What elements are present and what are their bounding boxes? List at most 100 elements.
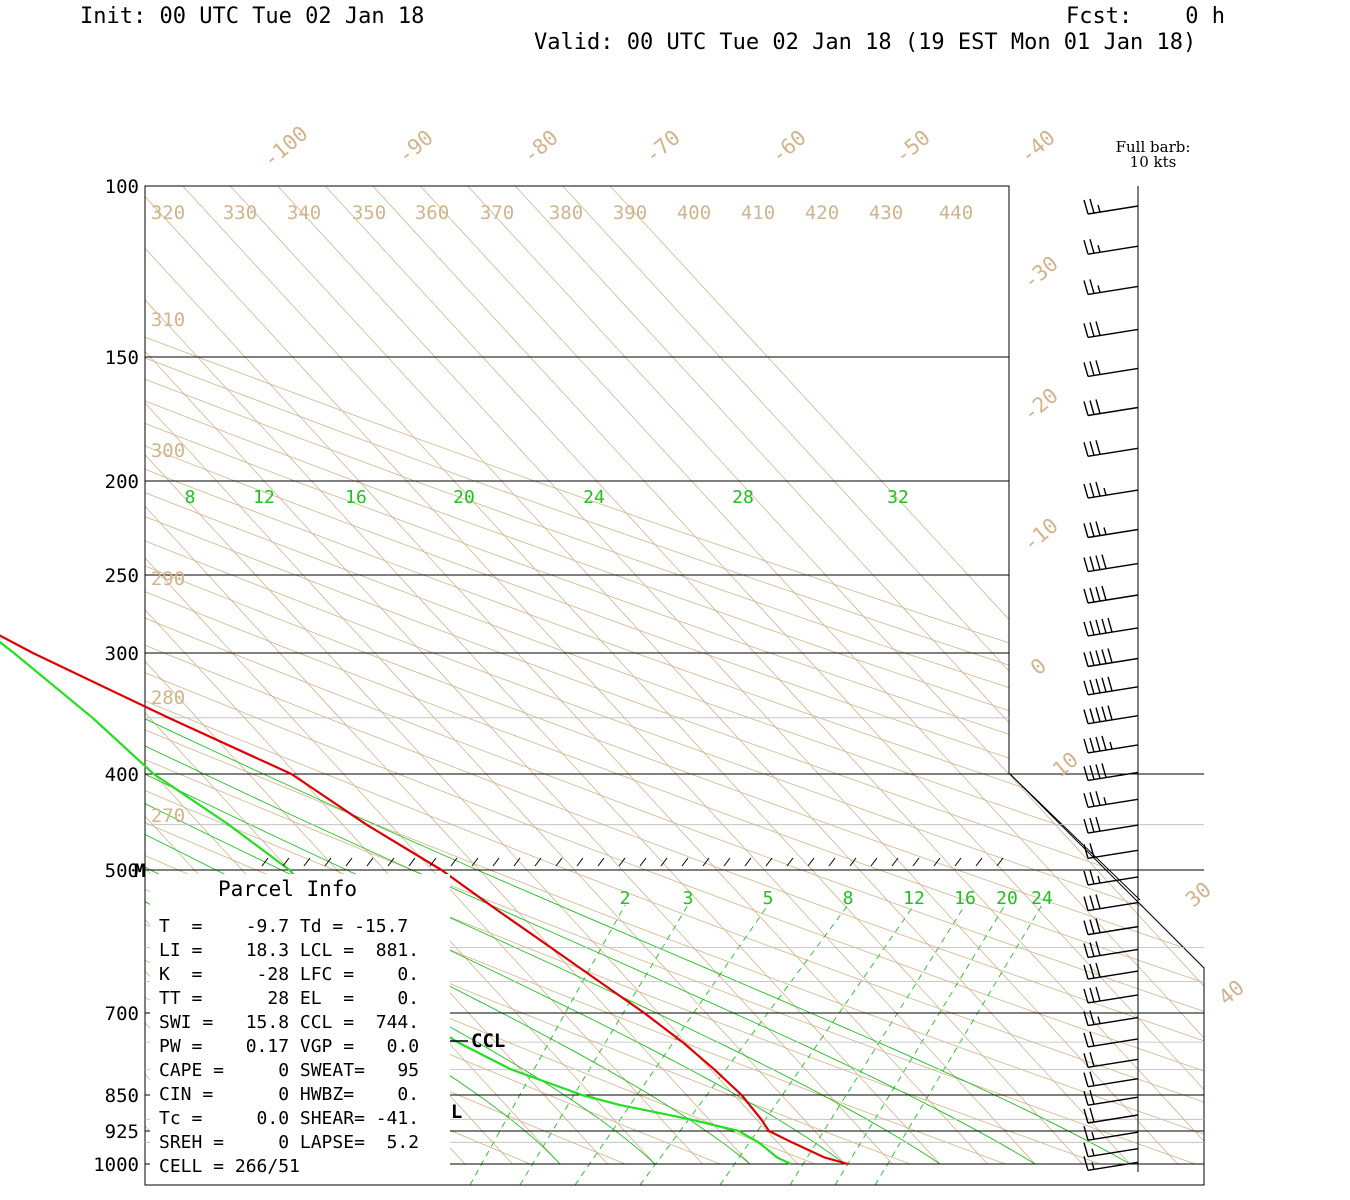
parcel-info-panel: Parcel Info T = -9.7 Td = -15.7 LI = 18.3 … <box>150 874 450 1179</box>
hatch-mark <box>513 857 521 867</box>
hatch-mark <box>807 857 815 867</box>
hatch-mark <box>933 857 941 867</box>
wind-barb <box>1083 986 1139 1004</box>
hatch-mark <box>786 857 794 867</box>
isotherm-label: -30 <box>1018 251 1062 294</box>
isotherm-label: 0 <box>1026 653 1051 680</box>
theta-label: 320 <box>151 202 185 224</box>
wind-barb <box>1083 1142 1139 1158</box>
hatch-mark <box>723 857 731 867</box>
parcel-row: SWI = 15.8 CCL = 744. <box>159 1012 419 1033</box>
theta-label: 300 <box>151 440 185 462</box>
parcel-title: Parcel Info <box>218 877 357 901</box>
wind-barb <box>1083 521 1139 539</box>
dry-adiabat-line <box>145 774 1204 1165</box>
theta-e-label: 28 <box>732 487 754 508</box>
dry-adiabat-line <box>145 774 1204 1165</box>
isotherm-line <box>562 774 1204 1165</box>
isotherm-line <box>372 774 1204 1165</box>
theta-label: 370 <box>480 202 514 224</box>
forecast-hour: Fcst: 0 h <box>1066 4 1225 29</box>
wind-barb <box>1083 1156 1139 1171</box>
wind-barb <box>1083 279 1139 296</box>
ccl-label: CCL <box>471 1030 505 1052</box>
pressure-label-850: 850 <box>105 1085 139 1107</box>
isotherm-label: -40 <box>1015 125 1059 168</box>
moist-adiabat-line <box>145 773 146 774</box>
hatch-mark <box>954 857 962 867</box>
dry-adiabat-line <box>145 774 1204 1165</box>
wind-barb <box>1083 321 1139 339</box>
hatch-mark <box>576 857 584 867</box>
hatch-mark <box>261 857 269 867</box>
wind-barb <box>1083 648 1139 668</box>
hatch-mark <box>975 857 983 867</box>
hatch-mark <box>387 857 395 867</box>
pressure-label-500: 500 <box>105 860 139 882</box>
wind-barb <box>1083 1071 1139 1088</box>
wind-barb <box>1083 763 1139 782</box>
mixing-ratio-label: 20 <box>996 888 1018 909</box>
barb-note: 10 kts <box>1130 153 1177 171</box>
hatch-mark <box>639 857 647 867</box>
mixing-ratio-line <box>834 904 1006 1186</box>
theta-label: 420 <box>805 202 839 224</box>
hatch-mark <box>408 857 416 867</box>
pressure-label-925: 925 <box>105 1121 139 1143</box>
mixing-ratio-label: 12 <box>903 888 925 909</box>
hatch-mark <box>366 857 374 867</box>
dry-adiabat-line <box>145 774 1204 1165</box>
hatch-mark <box>618 857 626 867</box>
hatch-mark <box>765 857 773 867</box>
theta-label: 440 <box>939 202 973 224</box>
theta-label: 430 <box>869 202 903 224</box>
isotherm-line <box>0 186 38 1164</box>
pressure-label-250: 250 <box>105 565 139 587</box>
theta-e-label: 16 <box>345 487 367 508</box>
hatch-mark <box>702 857 710 867</box>
theta-e-label: 24 <box>583 487 605 508</box>
hatch-mark <box>450 857 458 867</box>
parcel-row: PW = 0.17 VGP = 0.0 <box>159 1036 419 1057</box>
wind-barb <box>1083 1125 1139 1141</box>
theta-label: 330 <box>223 202 257 224</box>
hatch-mark <box>324 857 332 867</box>
wind-barb <box>1083 585 1139 604</box>
mixing-ratio-label: 2 <box>620 888 631 909</box>
theta-label: 360 <box>415 202 449 224</box>
isotherm-line <box>0 186 38 1164</box>
pressure-label-1000: 1000 <box>93 1154 139 1176</box>
wind-barb <box>1083 239 1139 255</box>
mixing-ratio-label: 24 <box>1031 888 1053 909</box>
mixing-ratio-line <box>789 904 966 1186</box>
isotherm-label: -70 <box>640 125 684 168</box>
theta-label: 270 <box>151 805 185 827</box>
m-marker: M <box>134 860 145 882</box>
mixing-ratio-label: 8 <box>843 888 854 909</box>
isotherm-label: -100 <box>258 121 312 172</box>
pressure-label-400: 400 <box>105 764 139 786</box>
wind-barb <box>1083 791 1139 809</box>
hatch-mark <box>492 857 500 867</box>
isotherm-line <box>514 186 1009 724</box>
hatch-mark <box>996 857 1004 867</box>
isotherm-label: 10 <box>1048 747 1083 782</box>
theta-label: 380 <box>549 202 583 224</box>
theta-label: 290 <box>151 568 185 590</box>
parcel-row: K = -28 LFC = 0. <box>159 964 419 985</box>
isotherm-label: 40 <box>1214 975 1249 1010</box>
wind-barb <box>1083 198 1139 215</box>
wind-barb <box>1083 941 1139 959</box>
wind-barb <box>1083 360 1139 378</box>
wind-barb <box>1083 617 1139 637</box>
wind-barb <box>1083 705 1139 725</box>
isotherm-label: -20 <box>1018 383 1062 426</box>
wind-barb <box>1083 1052 1139 1069</box>
wind-barb <box>1083 1090 1139 1106</box>
parcel-row: CIN = 0 HWBZ= 0. <box>159 1084 419 1105</box>
hatch-mark <box>345 857 353 867</box>
hatch-mark <box>870 857 878 867</box>
parcel-row: TT = 28 EL = 0. <box>159 988 419 1009</box>
mixing-ratio-line <box>639 904 849 1186</box>
